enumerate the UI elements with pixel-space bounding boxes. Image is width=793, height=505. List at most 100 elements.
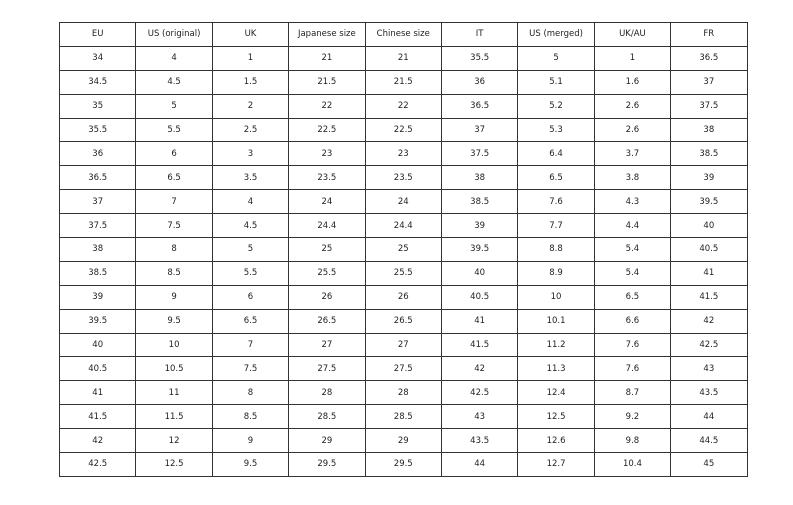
table-cell: 10.1 (517, 308, 595, 334)
table-cell: 40.5 (670, 237, 748, 262)
table-cell: 42 (58, 428, 137, 454)
table-cell: 37 (440, 117, 519, 143)
table-cell: 29.5 (364, 452, 442, 477)
table-cell: 12.4 (517, 380, 595, 406)
table-cell: 39 (670, 165, 748, 191)
table-cell: 8.5 (211, 404, 290, 430)
table-cell: 42.5 (58, 452, 137, 477)
table-cell: 11.5 (135, 404, 213, 430)
table-cell: 5 (135, 93, 213, 119)
table-cell: 44 (670, 404, 748, 430)
table-cell: 6.5 (135, 165, 213, 191)
table-cell: 9 (135, 284, 213, 310)
column-header: US (merged) (517, 22, 595, 47)
table-cell: 6.5 (517, 165, 595, 191)
table-cell: 23 (288, 141, 366, 167)
table-cell: 38 (440, 165, 519, 191)
table-cell: 21 (364, 45, 442, 71)
table-cell: 40.5 (440, 284, 519, 310)
table-cell: 27.5 (288, 356, 366, 382)
table-row: 37 7 4 24 24 38.5 7.6 4.3 39.5 (58, 189, 748, 215)
table-cell: 5.4 (593, 237, 672, 262)
table-row: 39.5 9.5 6.5 26.5 26.5 41 10.1 6.6 42 (58, 308, 748, 334)
table-cell: 25.5 (288, 260, 366, 286)
table-cell: 12.6 (517, 428, 595, 454)
table-cell: 2.5 (211, 117, 290, 143)
table-cell: 37 (670, 69, 748, 95)
table-cell: 21.5 (288, 69, 366, 95)
table-cell: 22 (288, 93, 366, 119)
table-cell: 12.5 (135, 452, 213, 477)
table-row: 38.5 8.5 5.5 25.5 25.5 40 8.9 5.4 41 (58, 260, 748, 286)
table-row: 41 11 8 28 28 42.5 12.4 8.7 43.5 (58, 380, 748, 406)
table-cell: 26 (288, 284, 366, 310)
table-cell: 43.5 (670, 380, 748, 406)
column-header: US (original) (135, 22, 213, 47)
table-cell: 11 (135, 380, 213, 406)
table-cell: 3.7 (593, 141, 672, 167)
table-cell: 4.3 (593, 189, 672, 215)
table-cell: 5.5 (135, 117, 213, 143)
table-cell: 6.4 (517, 141, 595, 167)
table-cell: 6.5 (211, 308, 290, 334)
table-cell: 42 (440, 356, 519, 382)
table-cell: 38.5 (440, 189, 519, 215)
table-cell: 5.2 (517, 93, 595, 119)
table-cell: 9 (211, 428, 290, 454)
table-cell: 41.5 (670, 284, 748, 310)
table-cell: 7.6 (593, 356, 672, 382)
table-cell: 10 (517, 284, 595, 310)
table-cell: 7.5 (135, 213, 213, 239)
table-cell: 41.5 (440, 332, 519, 358)
table-cell: 3.8 (593, 165, 672, 191)
table-cell: 5 (211, 237, 290, 262)
table-cell: 7.5 (211, 356, 290, 382)
table-cell: 35 (58, 93, 137, 119)
table-row: 35.5 5.5 2.5 22.5 22.5 37 5.3 2.6 38 (58, 117, 748, 143)
table-cell: 8 (211, 380, 290, 406)
table-cell: 29.5 (288, 452, 366, 477)
table-cell: 42.5 (440, 380, 519, 406)
table-row: 40 10 7 27 27 41.5 11.2 7.6 42.5 (58, 332, 748, 358)
table-cell: 7.6 (517, 189, 595, 215)
table-cell: 39 (58, 284, 137, 310)
table-cell: 8 (135, 237, 213, 262)
table-cell: 24 (288, 189, 366, 215)
table-cell: 9.8 (593, 428, 672, 454)
table-cell: 36.5 (670, 45, 748, 71)
shoe-size-conversion-table: EU US (original) UK Japanese size Chinese si… (58, 22, 748, 477)
table-row: 36.5 6.5 3.5 23.5 23.5 38 6.5 3.8 39 (58, 165, 748, 191)
table-cell: 10.4 (593, 452, 672, 477)
table-row: 34.5 4.5 1.5 21.5 21.5 36 5.1 1.6 37 (58, 69, 748, 95)
table-cell: 41 (58, 380, 137, 406)
table-cell: 21 (288, 45, 366, 71)
table-cell: 40.5 (58, 356, 137, 382)
table-cell: 24.4 (364, 213, 442, 239)
table-cell: 6 (211, 284, 290, 310)
table-cell: 22.5 (364, 117, 442, 143)
table-cell: 3.5 (211, 165, 290, 191)
table-cell: 12 (135, 428, 213, 454)
table-cell: 6 (135, 141, 213, 167)
table-cell: 3 (211, 141, 290, 167)
table-cell: 8.7 (593, 380, 672, 406)
table-row: 39 9 6 26 26 40.5 10 6.5 41.5 (58, 284, 748, 310)
table-cell: 38.5 (58, 260, 137, 286)
column-header: Japanese size (288, 22, 366, 47)
table-cell: 5.5 (211, 260, 290, 286)
table-cell: 29 (288, 428, 366, 454)
table-cell: 39 (440, 213, 519, 239)
table-cell: 7.6 (593, 332, 672, 358)
table-cell: 39.5 (670, 189, 748, 215)
table-cell: 5 (517, 45, 595, 71)
table-cell: 36.5 (440, 93, 519, 119)
table-cell: 4 (211, 189, 290, 215)
table-cell: 39.5 (58, 308, 137, 334)
table-cell: 1 (593, 45, 672, 71)
table-cell: 5.4 (593, 260, 672, 286)
table-cell: 37 (58, 189, 137, 215)
table-cell: 7 (135, 189, 213, 215)
table-cell: 40 (58, 332, 137, 358)
table-cell: 26.5 (288, 308, 366, 334)
table-cell: 37.5 (670, 93, 748, 119)
